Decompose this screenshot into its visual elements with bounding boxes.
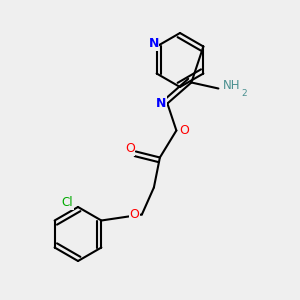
Text: Cl: Cl <box>62 196 73 209</box>
Text: O: O <box>129 208 139 221</box>
Text: N: N <box>148 37 159 50</box>
Text: N: N <box>156 97 167 110</box>
Text: O: O <box>179 124 189 137</box>
Text: O: O <box>125 142 135 155</box>
Text: 2: 2 <box>241 89 247 98</box>
Text: NH: NH <box>223 79 241 92</box>
